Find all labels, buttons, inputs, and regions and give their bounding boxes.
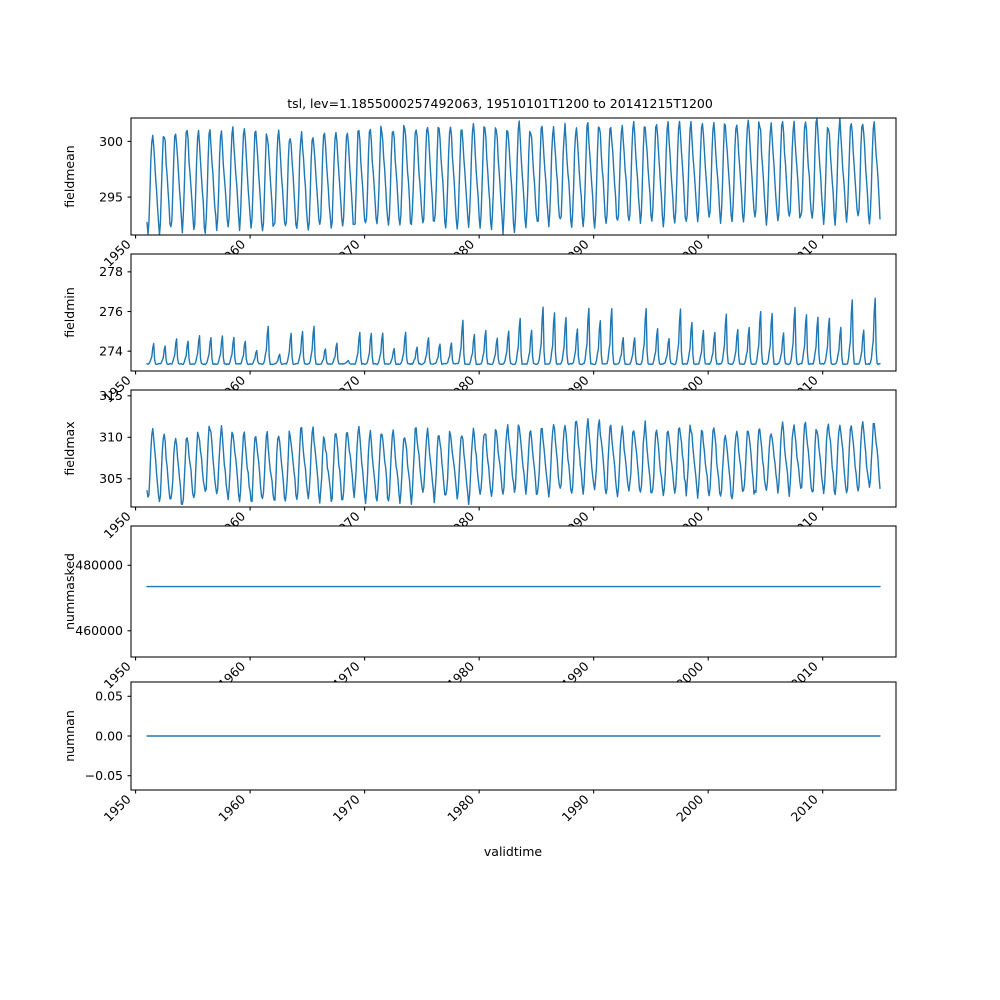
axes-spines-numnan (130, 681, 897, 791)
y-axis-label-nummasked: nummasked (62, 553, 77, 630)
y-axis-label-fieldmin: fieldmin (62, 287, 77, 338)
data-line-fieldmax (146, 417, 881, 506)
y-tick-label-fieldmax: 305 (99, 471, 123, 486)
axes-spines-fieldmean (130, 117, 897, 236)
y-tick-label-fieldmin: 274 (99, 344, 123, 359)
plot-area-fieldmin (131, 254, 896, 371)
y-tick-label-fieldmean: 295 (99, 190, 123, 205)
y-tick-label-nummasked: 460000 (75, 623, 123, 638)
y-axis-label-numnan: numnan (62, 710, 77, 762)
y-axis-label-fieldmean: fieldmean (62, 145, 77, 207)
y-tick-label-numnan: −0.05 (85, 768, 123, 783)
y-tick-label-fieldmax: 310 (99, 430, 123, 445)
y-tick-label-nummasked: 480000 (75, 558, 123, 573)
y-tick-label-numnan: 0.00 (95, 728, 123, 743)
y-tick-label-fieldmin: 276 (99, 304, 123, 319)
data-line-fieldmin (146, 297, 881, 366)
axes-spines-nummasked (130, 525, 897, 658)
y-tick-label-numnan: 0.05 (95, 689, 123, 704)
figure-title: tsl, lev=1.1855000257492063, 19510101T12… (287, 96, 713, 111)
axes-spines-fieldmax (130, 389, 897, 508)
data-line-fieldmean (146, 118, 881, 235)
y-tick-label-fieldmean: 300 (99, 134, 123, 149)
axes-spines-fieldmin (130, 253, 897, 372)
y-tick-label-fieldmin: 278 (99, 264, 123, 279)
plot-area-nummasked (131, 526, 896, 657)
x-axis-label: validtime (484, 844, 542, 859)
y-tick-label-fieldmax: 315 (99, 388, 123, 403)
y-axis-label-fieldmax: fieldmax (62, 421, 77, 475)
